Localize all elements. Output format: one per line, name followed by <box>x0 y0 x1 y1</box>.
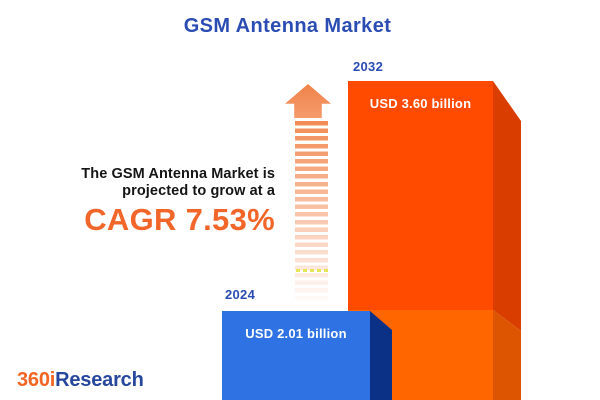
chart-title: GSM Antenna Market <box>183 15 392 37</box>
company-logo: 360iResearch <box>17 369 144 392</box>
bar-2032-side-top <box>493 81 521 331</box>
tagline-line-2: projected to grow at a <box>122 183 275 199</box>
yellow-dashed-stripe <box>296 269 328 272</box>
bar-2032-side-bottom <box>493 310 521 400</box>
bar-2024-face <box>222 311 370 400</box>
bar-value-2032: USD 3.60 billion <box>369 96 472 111</box>
tagline: The GSM Antenna Market is projected to g… <box>30 166 275 236</box>
bar-label-2024: 2024 <box>225 287 256 302</box>
logo-part-360i: 360i <box>17 369 56 391</box>
cagr-value: CAGR 7.53% <box>84 202 275 237</box>
logo-part-research: Research <box>55 369 144 391</box>
tagline-line-1: The GSM Antenna Market is <box>81 166 275 182</box>
bar-label-2032: 2032 <box>353 59 384 74</box>
bar-2024-side <box>370 311 392 400</box>
bar-2032-face-top <box>348 81 493 310</box>
bar-value-2024: USD 2.01 billion <box>245 326 347 341</box>
growth-arrow-stripes <box>295 121 328 301</box>
